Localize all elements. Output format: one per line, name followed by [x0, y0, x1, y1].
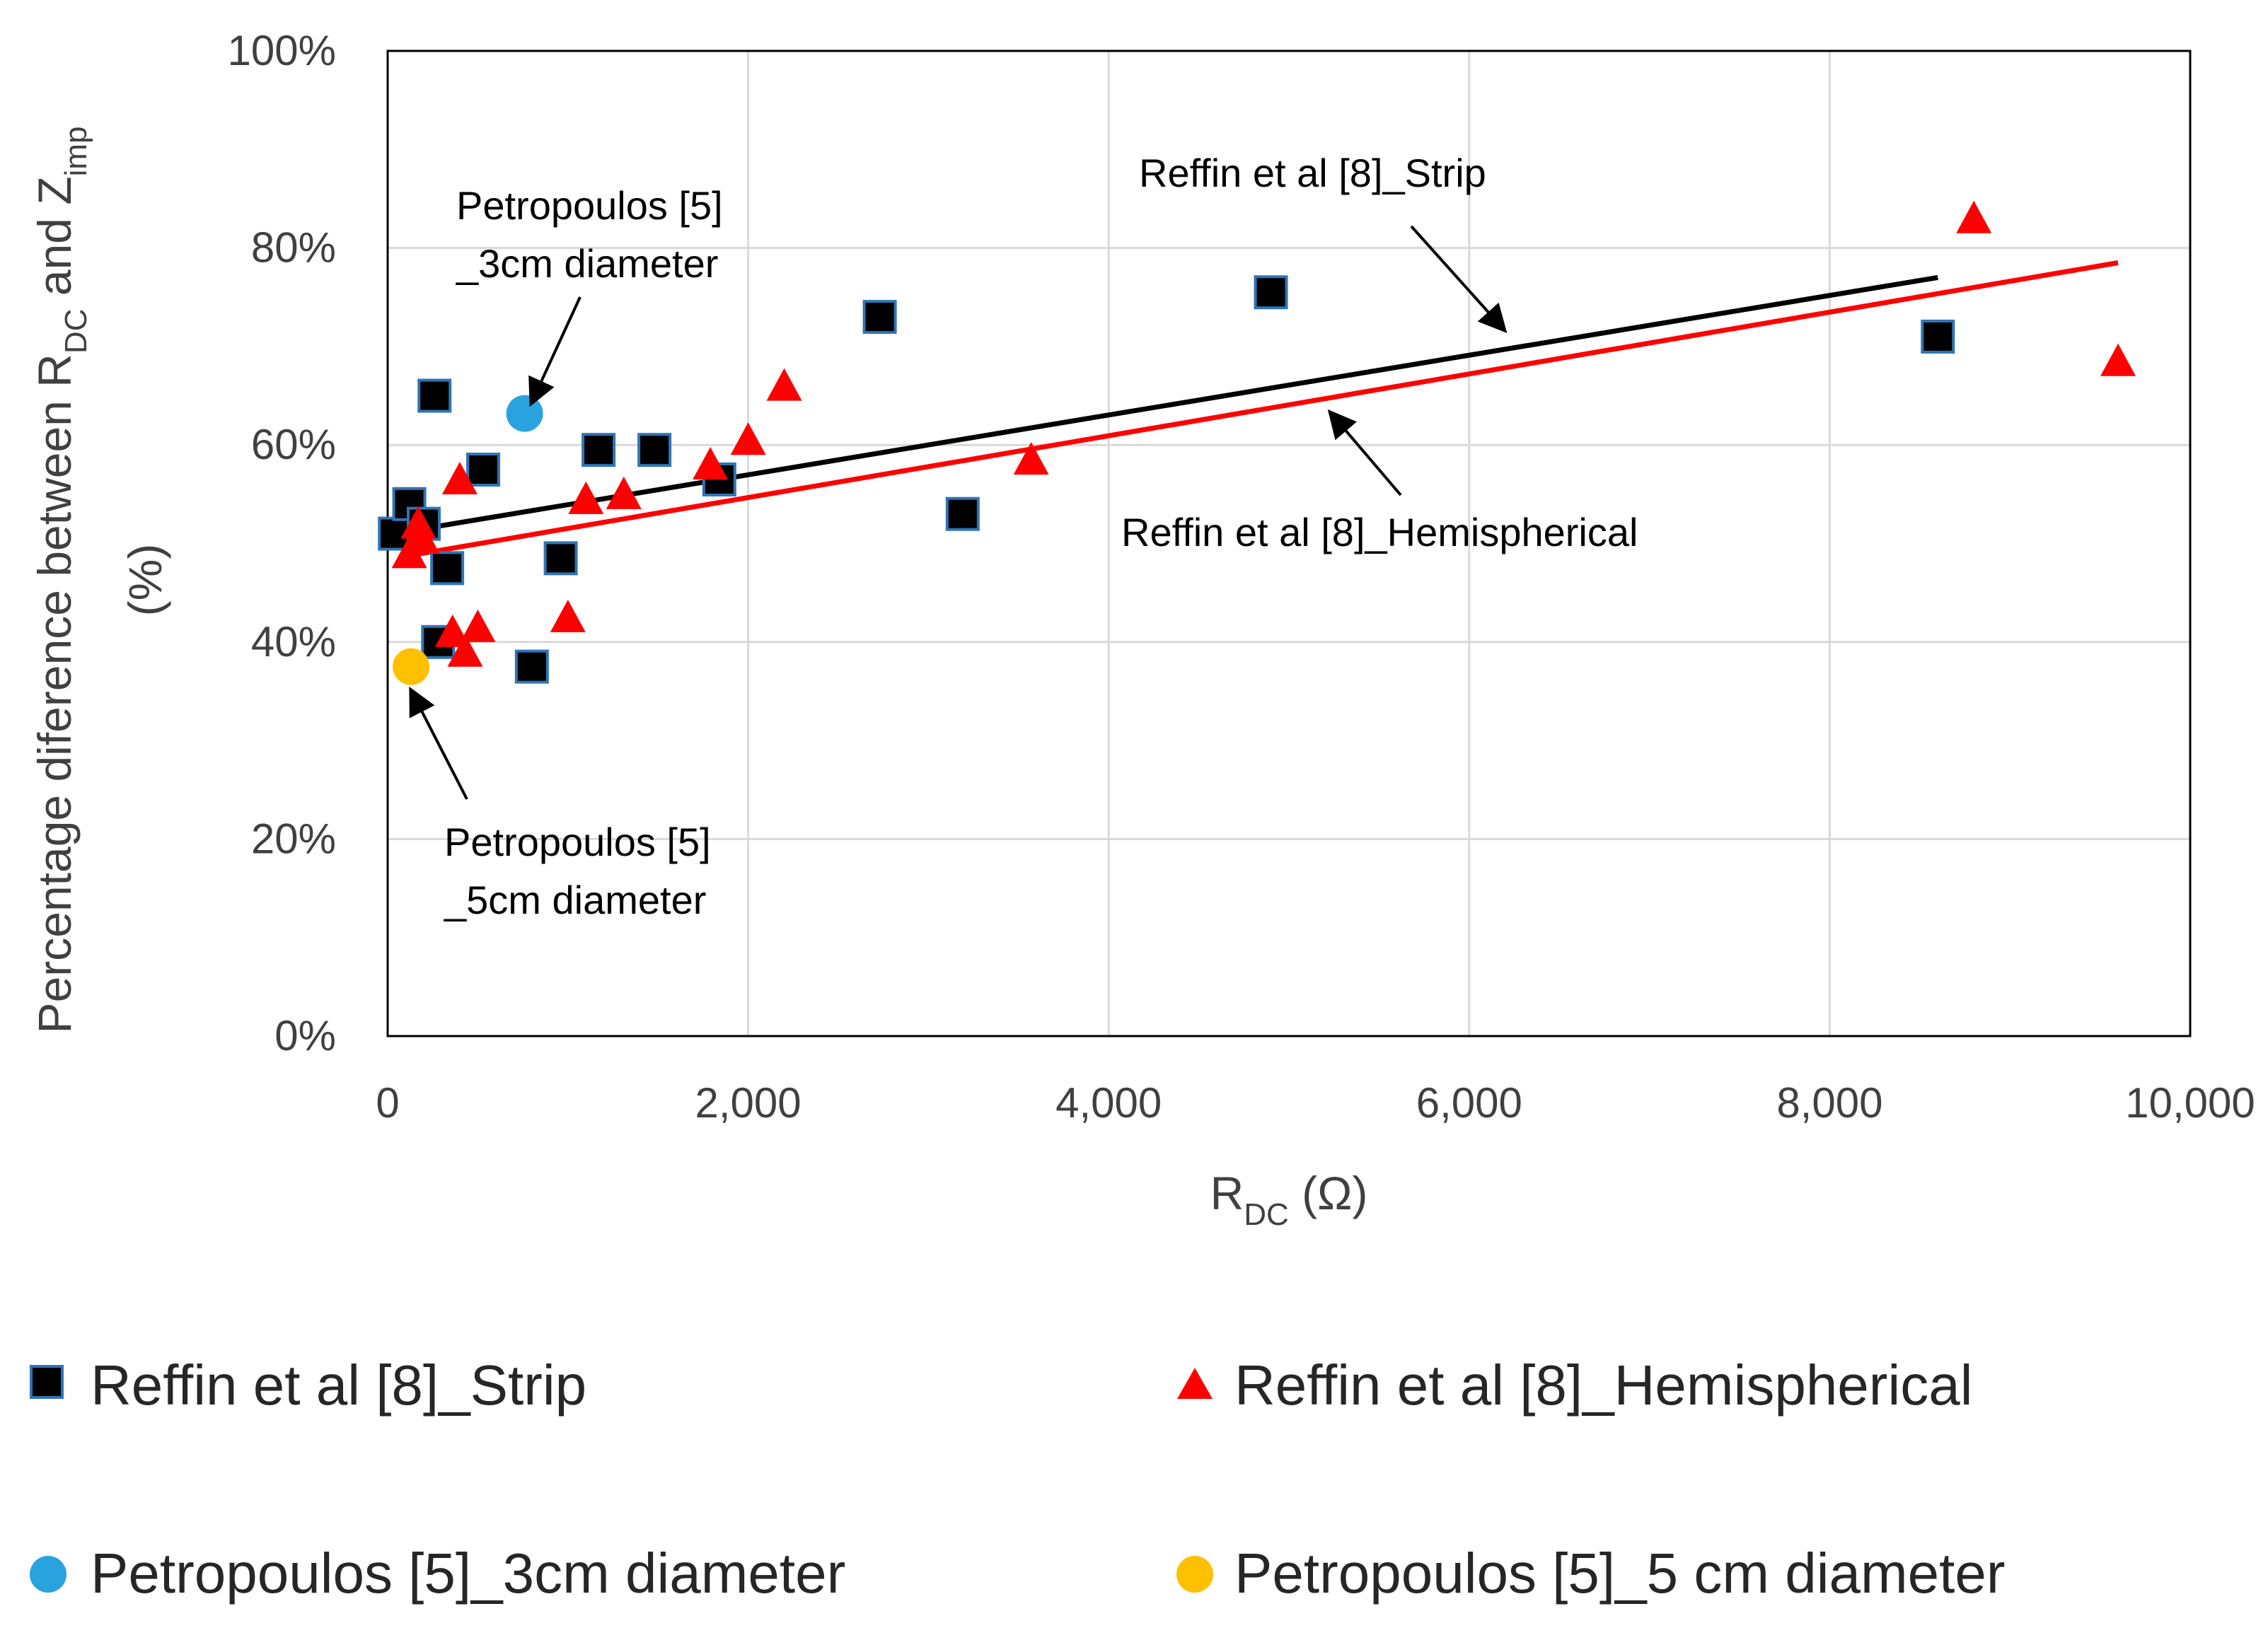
legend-marker-3cm	[30, 1556, 66, 1593]
legend-item-5cm: Petropoulos [5]_5 cm diameter	[1176, 1542, 2005, 1605]
annotation-strip-arrow	[1410, 225, 1508, 333]
data-point-hemispherical	[730, 422, 766, 455]
data-point-strip	[637, 433, 672, 467]
y-tick-label: 60%	[251, 421, 336, 468]
x-tick-label: 8,000	[1776, 1079, 1882, 1127]
annotation-petropoulos-5cm: Petropoulos [5] _5cm diameter	[409, 686, 711, 922]
data-point-hemispherical	[404, 521, 440, 554]
x-tick-label: 10,000	[2125, 1079, 2255, 1127]
y-tick-label: 0%	[274, 1012, 336, 1059]
x-tick-label: 2,000	[695, 1079, 802, 1127]
data-point-strip	[945, 496, 980, 531]
y-tick-label: 80%	[251, 224, 336, 272]
legend-label-hemispherical: Reffin et al [8]_Hemispherical	[1234, 1354, 1972, 1417]
data-point-strip	[1254, 275, 1288, 310]
data-point-hemispherical	[447, 634, 483, 667]
data-point-strip	[417, 378, 452, 413]
trendlines	[410, 260, 2119, 558]
legend-label-3cm: Petropoulos [5]_3cm diameter	[91, 1542, 845, 1605]
x-tick-label: 0	[376, 1079, 399, 1127]
legend-item-hemispherical: Reffin et al [8]_Hemispherical	[1177, 1354, 1972, 1417]
annotation-5cm-line2: _5cm diameter	[444, 878, 706, 922]
y-tick-label: 100%	[228, 27, 336, 74]
data-point-hemispherical	[1956, 200, 1992, 233]
y-axis-title: Percentage diference between RDC and Zim…	[28, 127, 93, 1034]
data-point-hemispherical	[2100, 343, 2136, 376]
y-tick-label: 40%	[251, 618, 336, 665]
annotation-3cm-line1: Petropoulos [5]	[456, 183, 723, 228]
data-point-strip	[862, 300, 897, 335]
trendline-strip	[410, 274, 1938, 533]
annotation-strip-label: Reffin et al [8]_Strip	[1139, 151, 1486, 195]
legend-marker-strip	[30, 1365, 64, 1399]
x-axis-title: RDC (Ω)	[1210, 1167, 1368, 1232]
annotation-5cm-arrow	[409, 686, 468, 800]
data-point-strip	[582, 433, 616, 467]
annotation-strip: Reffin et al [8]_Strip	[1139, 151, 1508, 333]
data-point-hemispherical	[460, 609, 496, 642]
data-point-hemispherical	[550, 599, 586, 632]
data-point-hemispherical	[568, 481, 604, 514]
data-point-strip	[1921, 319, 1955, 354]
data-point-petropoulos-5cm	[393, 648, 430, 685]
annotation-5cm-line1: Petropoulos [5]	[444, 820, 711, 864]
data-markers	[378, 200, 2136, 685]
data-point-hemispherical	[766, 368, 802, 401]
annotation-3cm-arrow	[528, 296, 582, 407]
data-point-hemispherical	[441, 461, 478, 494]
annotation-petropoulos-3cm: Petropoulos [5] _3cm diameter	[456, 183, 723, 407]
legend-label-5cm: Petropoulos [5]_5 cm diameter	[1234, 1542, 2005, 1605]
legend-marker-hemispherical	[1177, 1368, 1213, 1399]
annotation-hemispherical-arrow	[1327, 409, 1402, 496]
y-tick-label: 20%	[251, 815, 336, 862]
annotation-hemispherical: Reffin et al [8]_Hemispherical	[1121, 409, 1638, 554]
trendline-hemispherical	[410, 260, 2119, 558]
data-point-strip	[430, 551, 465, 586]
annotation-3cm-line2: _3cm diameter	[456, 241, 718, 286]
x-tick-label: 6,000	[1416, 1079, 1522, 1127]
data-point-strip	[514, 649, 549, 684]
data-point-hemispherical	[693, 447, 729, 480]
data-point-hemispherical	[434, 614, 470, 647]
legend-label-strip: Reffin et al [8]_Strip	[91, 1354, 586, 1417]
legend: Reffin et al [8]_Strip Reffin et al [8]_…	[30, 1354, 2005, 1605]
y-tick-labels: 0% 20% 40% 60% 80% 100%	[228, 27, 336, 1059]
x-tick-label: 4,000	[1055, 1079, 1162, 1127]
legend-marker-5cm	[1176, 1556, 1213, 1593]
data-point-strip	[466, 453, 501, 487]
x-tick-labels: 0 2,000 4,000 6,000 8,000 10,000	[376, 1079, 2255, 1127]
y-axis-title-unit: (%)	[119, 544, 171, 617]
data-point-petropoulos-3cm	[506, 395, 543, 432]
data-point-hemispherical	[400, 506, 436, 539]
data-point-hemispherical	[1013, 442, 1049, 475]
gridlines	[388, 51, 2190, 1036]
annotation-hemispherical-label: Reffin et al [8]_Hemispherical	[1121, 510, 1638, 554]
legend-item-strip: Reffin et al [8]_Strip	[30, 1354, 586, 1417]
legend-item-3cm: Petropoulos [5]_3cm diameter	[30, 1542, 845, 1605]
data-point-strip	[543, 541, 578, 576]
data-point-hemispherical	[606, 476, 642, 509]
